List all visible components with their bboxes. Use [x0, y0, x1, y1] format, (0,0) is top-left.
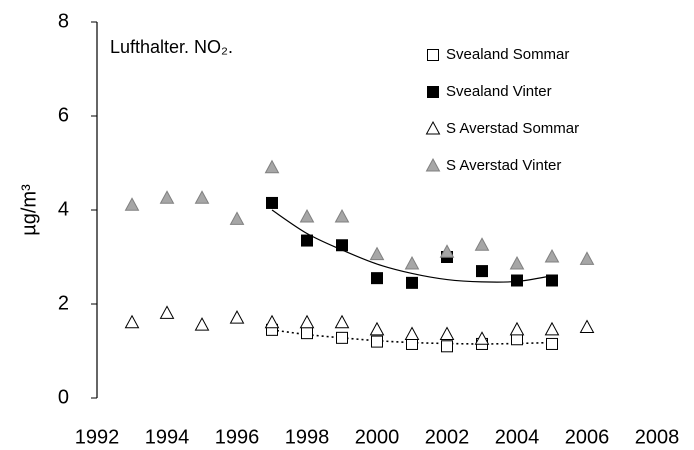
y-tick-label: 0 — [58, 386, 69, 408]
point — [404, 256, 420, 270]
point — [264, 314, 280, 329]
y-tick-label: 2 — [58, 292, 69, 314]
point — [439, 244, 455, 258]
y-tick-label: 8 — [58, 10, 69, 32]
point — [229, 211, 245, 225]
point — [511, 333, 523, 346]
legend-label: S Averstad Vinter — [446, 157, 561, 174]
point — [299, 209, 315, 223]
x-tick-label: 1996 — [215, 426, 260, 448]
point — [509, 256, 525, 270]
y-axis-label: µg/m³ — [18, 184, 40, 236]
x-tick-label: 2006 — [565, 426, 610, 448]
point — [369, 246, 385, 261]
point — [229, 310, 245, 324]
point — [544, 248, 560, 263]
point — [334, 314, 350, 329]
point — [509, 321, 525, 336]
chart-title: Lufthalter. NO₂. — [110, 37, 233, 57]
point — [334, 209, 350, 223]
x-tick-label: 2002 — [425, 426, 470, 448]
point — [579, 251, 595, 265]
point — [159, 305, 175, 319]
point — [299, 314, 315, 329]
point — [406, 337, 418, 350]
legend-marker — [425, 157, 441, 172]
point — [544, 321, 560, 336]
legend-label: S Averstad Sommar — [446, 120, 579, 137]
x-tick-label: 1994 — [145, 426, 190, 448]
point — [474, 237, 490, 251]
legend-label: Svealand Vinter — [446, 83, 552, 100]
point — [264, 159, 280, 174]
point — [301, 327, 313, 340]
point — [301, 234, 313, 247]
point — [266, 196, 278, 209]
x-tick-label: 1998 — [285, 426, 330, 448]
x-tick-label: 2004 — [495, 426, 540, 448]
point — [124, 197, 140, 211]
legend-marker — [427, 86, 439, 98]
point — [336, 239, 348, 252]
point — [546, 274, 558, 287]
point — [371, 335, 383, 348]
point — [371, 272, 383, 285]
y-tick-label: 4 — [58, 198, 69, 220]
point — [476, 265, 488, 278]
point — [546, 337, 558, 350]
point — [439, 326, 455, 341]
y-tick-label: 6 — [58, 104, 69, 126]
legend-label: Svealand Sommar — [446, 46, 569, 63]
legend-marker — [425, 120, 441, 135]
point — [404, 326, 420, 341]
point — [474, 331, 490, 345]
legend-marker — [427, 49, 439, 61]
trend-line — [271, 209, 553, 283]
point — [441, 340, 453, 353]
x-tick-label: 2008 — [635, 426, 680, 448]
point — [194, 190, 210, 204]
point — [194, 317, 210, 331]
point — [124, 314, 140, 329]
point — [159, 190, 175, 204]
point — [511, 274, 523, 287]
x-tick-label: 2000 — [355, 426, 400, 448]
point — [579, 319, 595, 333]
point — [369, 321, 385, 336]
point — [336, 331, 348, 344]
point — [406, 276, 418, 289]
x-tick-label: 1992 — [75, 426, 120, 448]
